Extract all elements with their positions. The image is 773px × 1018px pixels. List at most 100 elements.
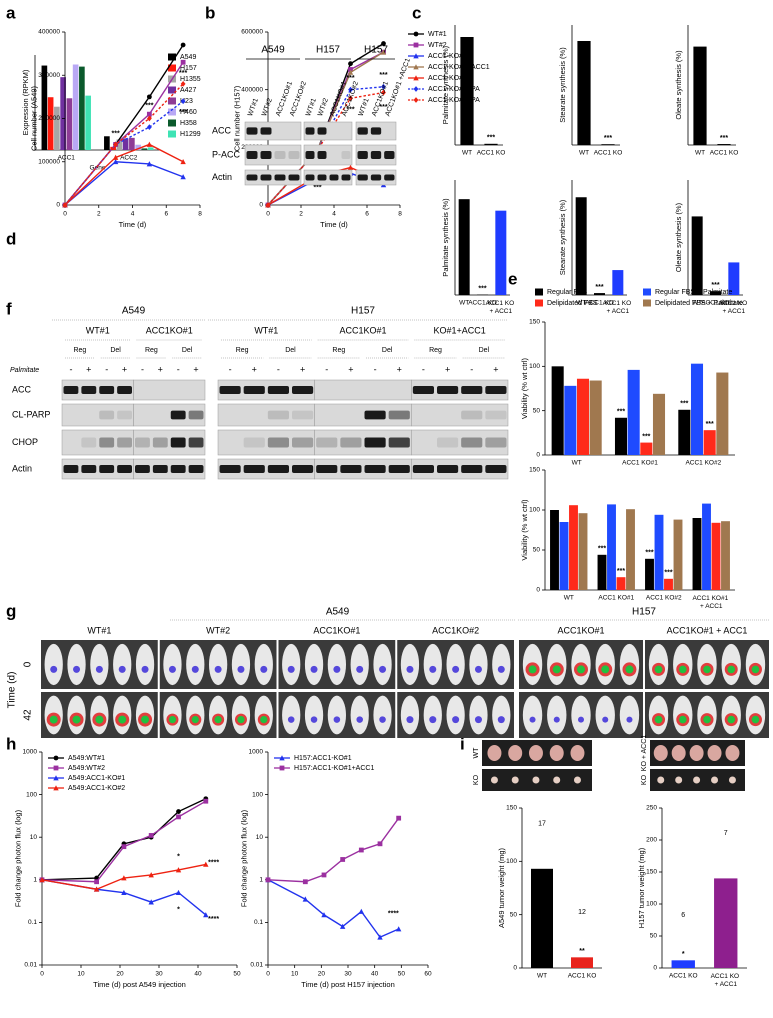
data-point [121,889,127,896]
signal [497,665,505,673]
blot-band [81,386,97,394]
mouse [113,643,132,686]
tumor [675,776,683,784]
x-tick-label: 30 [344,971,352,978]
y-axis-label: Palmitate synthesis (%) [441,45,450,124]
blot-band [292,437,314,448]
lane-label: WT#1 [247,97,260,117]
x-tick-label: ACC1 KO#2 [685,460,721,467]
cell-line-label: A549 [122,306,146,317]
signal-core [552,665,561,674]
legend-swatch [643,288,651,296]
data-point [113,141,119,148]
bar [460,37,474,145]
y-tick-label: 200 [646,837,657,844]
group-label: WT#1 [87,625,111,635]
x-axis-label: Time (d) [119,220,147,229]
blot-band [384,151,395,159]
mouse [595,695,615,735]
annotation: *** [645,550,653,557]
data-point [358,908,365,914]
x-tick-label: WT [537,973,547,980]
x-tick-label: ACC1 KO [594,150,623,157]
treatment-sign: - [229,364,232,374]
signal [452,716,460,724]
panel-label: f [6,299,12,318]
blot-background [244,121,302,141]
x-tick-label: WT [576,300,586,307]
y-tick-label: 100000 [38,158,60,165]
mouse [135,643,155,686]
series-line [64,61,184,206]
annotation: *** [720,135,728,142]
x-tick-label: 2 [299,211,303,218]
y-tick-label: 150 [506,805,517,812]
signal [333,665,341,673]
signal [333,716,341,723]
blot-background [314,379,412,401]
blot-band [99,437,115,448]
x-tick-label: 20 [318,971,326,978]
x-tick-label: 4 [332,211,336,218]
treatment-sign: + [348,364,353,374]
treatment-sign: - [105,364,108,374]
bar [597,554,607,590]
x-tick-label: 6 [164,211,168,218]
blot-band [188,410,204,420]
condition-label: Reg [73,347,86,354]
tumor [653,745,668,761]
legend-label: A549:ACC1-KO#1 [68,775,125,782]
label-line: ACC1 KO#1 [692,595,730,602]
annotation: *** [346,107,354,114]
bar [484,143,498,145]
signal [356,716,363,723]
panel-label: g [6,601,16,620]
series-line [64,143,184,206]
annotation: *** [478,285,486,292]
blot-band [485,437,507,448]
mouse [571,695,591,735]
mouse [446,695,465,735]
data-point [112,154,119,160]
series-line [267,879,399,939]
data-point [180,42,186,48]
blot-background [411,403,509,427]
bar [141,148,148,150]
cell-line-label: A549 [326,607,350,618]
signal [310,716,318,723]
blot-band [364,437,386,448]
blot-band [437,437,459,448]
y-tick-label: 1000 [23,749,38,756]
signal [474,665,482,673]
x-tick-label: 50 [398,971,406,978]
blot-band [461,386,483,394]
data-point [380,49,387,55]
annotation: *** [595,284,603,291]
blot-band [267,386,289,394]
legend-label: Delipidated FBS [547,300,598,307]
signal [95,665,103,673]
bar [716,372,729,455]
signal-core [214,716,222,724]
mouse [492,695,511,735]
bar [671,960,695,968]
bar [116,139,123,150]
blot-band [246,174,258,181]
x-tick-label: 4 [131,211,135,218]
legend-label: H157:ACC1-KO#1+ACC1 [294,765,374,772]
data-point [358,847,364,853]
y-tick-label: 50 [650,933,658,940]
lane-label: WT#1 [305,97,318,117]
data-point [112,158,119,165]
y-axis-label: Fold change photon flux (log) [14,809,23,907]
bar [550,510,559,590]
y-axis-label: Viability (% wt ctrl) [520,357,529,419]
signal [553,716,560,723]
signal [452,665,460,673]
cell-line-label: A549 [261,45,285,56]
bar [601,144,615,145]
tumor [487,745,502,761]
treatment-sign: - [470,364,473,374]
y-tick-label: 0.01 [24,962,37,969]
legend-label: A549:WT#2 [68,765,105,772]
